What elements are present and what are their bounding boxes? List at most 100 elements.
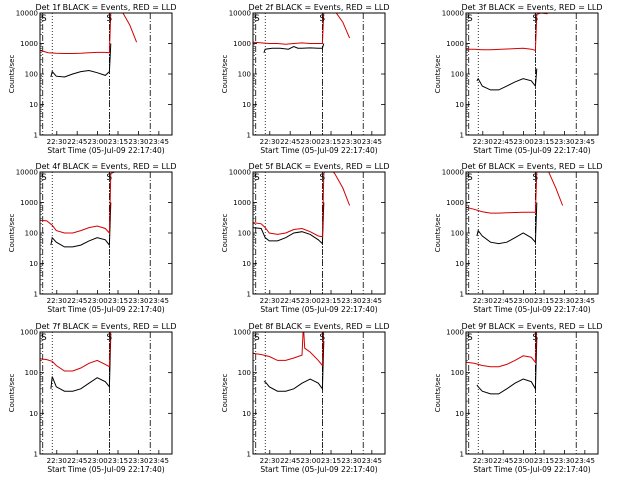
panel-title: Det 1f BLACK = Events, RED = LLD (35, 3, 176, 12)
x-tick-label: 23:15 (108, 457, 128, 465)
y-tick-label: 10 (455, 410, 464, 418)
start-marker-label: S (532, 14, 538, 24)
x-tick-label: 23:00 (301, 457, 321, 465)
y-axis-label: Counts/sec (221, 55, 229, 94)
y-tick-label: 1 (460, 132, 464, 140)
x-tick-label: 23:30 (554, 297, 574, 305)
y-tick-label: 1 (247, 132, 251, 140)
panel-det-4: Det 4f BLACK = Events, RED = LLD S S 1 10 100… (8, 162, 177, 314)
panel-title: Det 8f BLACK = Events, RED = LLD (248, 322, 389, 331)
x-tick-label: 23:00 (301, 297, 321, 305)
y-tick-label: 10 (29, 101, 38, 109)
y-tick-label: 100 (238, 369, 251, 377)
start-marker-label: S (106, 333, 112, 343)
y-tick-label: 10000 (16, 10, 38, 18)
x-tick-label: 22:30 (260, 457, 280, 465)
x-tick-label: 22:45 (67, 297, 87, 305)
y-tick-label: 1000 (446, 329, 464, 337)
x-tick-label: 22:30 (473, 457, 493, 465)
panel-det-7: Det 7f BLACK = Events, RED = LLD S S 1 10 100… (8, 322, 177, 474)
y-tick-label: 1000 (446, 199, 464, 207)
y-tick-label: 1000 (233, 329, 251, 337)
y-tick-label: 10000 (16, 169, 38, 177)
x-axis-label: Start Time (05-Jul-09 22:17:40) (260, 146, 377, 155)
x-tick-label: 22:45 (493, 297, 513, 305)
x-tick-label: 23:15 (108, 297, 128, 305)
panel-det-2: Det 2f BLACK = Events, RED = LLD S S 1 10 100… (221, 3, 390, 155)
start-marker-label: S (254, 173, 260, 183)
panel-det-9: Det 9f BLACK = Events, RED = LLD S S 1 10 100… (434, 322, 603, 474)
x-tick-label: 22:45 (280, 297, 300, 305)
y-tick-label: 100 (25, 71, 38, 79)
x-tick-label: 23:15 (321, 138, 341, 146)
plot-frame (252, 331, 386, 455)
x-axis-label: Start Time (05-Jul-09 22:17:40) (260, 465, 377, 474)
x-tick-label: 23:30 (128, 457, 148, 465)
y-tick-label: 100 (238, 230, 251, 238)
y-tick-label: 1 (34, 291, 38, 299)
series-lld (466, 332, 538, 368)
x-tick-label: 23:15 (321, 457, 341, 465)
panel-title: Det 4f BLACK = Events, RED = LLD (35, 162, 176, 171)
series-events (50, 202, 112, 248)
y-tick-label: 10000 (442, 169, 464, 177)
series-events (263, 43, 325, 53)
x-tick-label: 22:30 (47, 138, 67, 146)
series-events (263, 340, 325, 392)
y-tick-label: 1 (247, 291, 251, 299)
start-marker-label: S (254, 333, 260, 343)
x-axis-label: Start Time (05-Jul-09 22:17:40) (473, 146, 590, 155)
x-tick-label: 23:00 (88, 457, 108, 465)
y-tick-label: 10 (29, 260, 38, 268)
y-tick-label: 1000 (20, 199, 38, 207)
x-tick-label: 22:30 (473, 138, 493, 146)
y-tick-label: 100 (451, 230, 464, 238)
panel-det-1: Det 1f BLACK = Events, RED = LLD S S 1 10 100… (8, 3, 177, 155)
plot-frame (465, 12, 599, 136)
series-events (253, 202, 325, 245)
series-lld (40, 172, 115, 235)
x-tick-label: 23:30 (341, 138, 361, 146)
start-marker-label: S (467, 333, 473, 343)
y-tick-label: 1 (34, 132, 38, 140)
x-tick-label: 23:15 (108, 138, 128, 146)
x-axis-label: Start Time (05-Jul-09 22:17:40) (47, 305, 164, 314)
x-tick-label: 23:45 (149, 138, 169, 146)
x-tick-label: 22:30 (47, 297, 67, 305)
start-marker-label: S (532, 333, 538, 343)
panel-title: Det 6f BLACK = Events, RED = LLD (461, 162, 602, 171)
plot-frame (465, 171, 599, 295)
y-tick-label: 10 (242, 410, 251, 418)
start-marker-label: S (319, 333, 325, 343)
plot-frame (465, 331, 599, 455)
series-lld (40, 13, 138, 54)
x-tick-label: 23:15 (534, 297, 554, 305)
y-axis-label: Counts/sec (8, 55, 16, 94)
x-axis-label: Start Time (05-Jul-09 22:17:40) (473, 465, 590, 474)
x-tick-label: 22:45 (67, 457, 87, 465)
x-tick-label: 23:15 (321, 297, 341, 305)
x-tick-label: 23:45 (362, 457, 382, 465)
panel-det-8: Det 8f BLACK = Events, RED = LLD S S 1 10 100… (221, 322, 390, 474)
x-tick-label: 22:45 (280, 457, 300, 465)
y-axis-label: Counts/sec (8, 374, 16, 413)
panel-det-5: Det 5f BLACK = Events, RED = LLD S S 1 10 100… (221, 162, 390, 314)
x-tick-label: 23:45 (575, 138, 595, 146)
y-axis-label: Counts/sec (434, 55, 442, 94)
plot-frame (39, 331, 173, 455)
x-tick-label: 23:45 (575, 457, 595, 465)
y-tick-label: 1000 (233, 40, 251, 48)
y-tick-label: 10 (242, 101, 251, 109)
plot-frame (39, 12, 173, 136)
x-tick-label: 23:00 (88, 138, 108, 146)
x-tick-label: 23:15 (534, 457, 554, 465)
x-tick-label: 23:45 (149, 297, 169, 305)
x-tick-label: 22:45 (493, 138, 513, 146)
plot-frame (252, 171, 386, 295)
y-tick-label: 10 (29, 410, 38, 418)
x-tick-label: 23:30 (128, 297, 148, 305)
x-tick-label: 23:30 (554, 457, 574, 465)
x-tick-label: 22:45 (280, 138, 300, 146)
x-tick-label: 23:45 (362, 138, 382, 146)
